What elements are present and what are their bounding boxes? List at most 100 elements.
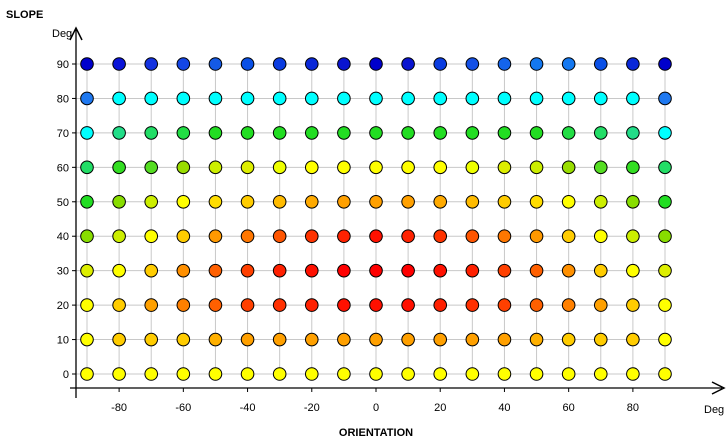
data-point [561, 126, 576, 140]
data-point [658, 332, 672, 347]
x-tick-label: -60 [175, 402, 191, 414]
data-point [465, 367, 480, 381]
data-point [240, 160, 255, 175]
y-tick-label: 50 [57, 197, 69, 209]
data-point [176, 91, 191, 106]
data-point [304, 126, 319, 140]
data-point [497, 229, 512, 244]
data-point [80, 263, 94, 278]
data-point [208, 298, 223, 312]
data-point [497, 126, 512, 140]
grid [74, 60, 669, 378]
data-point [208, 332, 223, 347]
data-point [529, 126, 544, 140]
data-point [465, 229, 480, 244]
data-point [304, 298, 319, 312]
data-point [497, 298, 512, 312]
data-point [272, 194, 287, 209]
data-point [208, 367, 223, 381]
data-point [658, 229, 672, 244]
data-point [304, 332, 319, 347]
data-point [112, 126, 126, 140]
data-point [626, 91, 640, 106]
data-point [658, 57, 672, 71]
data-point [497, 91, 512, 106]
data-point [626, 298, 640, 312]
data-point [529, 298, 544, 312]
data-point [369, 91, 383, 106]
data-point [272, 91, 287, 106]
y-tick-label: 60 [57, 162, 69, 174]
data-point [112, 91, 126, 106]
data-point [144, 57, 159, 71]
data-point [337, 91, 351, 106]
data-point [369, 194, 383, 209]
data-point [529, 91, 544, 106]
data-point [272, 298, 287, 312]
data-point [176, 229, 191, 244]
data-point [626, 126, 640, 140]
data-point [433, 160, 448, 175]
data-point [626, 57, 640, 71]
data-point [497, 160, 512, 175]
y-axis-arrow [69, 26, 83, 41]
data-point [304, 160, 319, 175]
x-tick-label: -40 [240, 402, 256, 414]
data-point [401, 229, 415, 244]
data-point [304, 229, 319, 244]
y-tick-label: 20 [57, 300, 69, 312]
data-point [208, 160, 223, 175]
data-point [240, 126, 255, 140]
data-point [529, 367, 544, 381]
data-point [561, 367, 576, 381]
data-point [272, 367, 287, 381]
data-point [144, 263, 159, 278]
data-point [401, 91, 415, 106]
data-point [112, 367, 126, 381]
data-point [593, 298, 608, 312]
data-point [337, 367, 351, 381]
data-point [401, 367, 415, 381]
data-point [401, 57, 415, 71]
data-point [80, 91, 94, 106]
data-point [208, 194, 223, 209]
data-point [561, 91, 576, 106]
x-axis-arrow [711, 381, 726, 395]
data-point [593, 57, 608, 71]
data-point [561, 332, 576, 347]
x-tick-label: 80 [627, 402, 639, 414]
data-point [658, 194, 672, 209]
data-point [561, 263, 576, 278]
data-point [337, 57, 351, 71]
data-point [465, 332, 480, 347]
x-tick-label: -80 [111, 402, 127, 414]
data-point [369, 367, 383, 381]
data-point [497, 263, 512, 278]
data-point [529, 57, 544, 71]
data-point [593, 91, 608, 106]
data-point [144, 332, 159, 347]
data-point [240, 91, 255, 106]
data-point [658, 263, 672, 278]
data-point [208, 126, 223, 140]
data-point [433, 367, 448, 381]
data-point [465, 126, 480, 140]
y-tick-label: 70 [57, 128, 69, 140]
data-point [337, 298, 351, 312]
data-point [593, 229, 608, 244]
data-points [80, 57, 672, 381]
data-point [401, 332, 415, 347]
data-point [144, 160, 159, 175]
y-tick-label: 0 [63, 369, 69, 381]
data-point [112, 298, 126, 312]
y-tick-label: 30 [57, 266, 69, 278]
data-point [240, 57, 255, 71]
data-point [626, 160, 640, 175]
data-point [433, 126, 448, 140]
data-point [240, 263, 255, 278]
data-point [337, 160, 351, 175]
data-point [433, 332, 448, 347]
data-point [337, 229, 351, 244]
data-point [80, 57, 94, 71]
